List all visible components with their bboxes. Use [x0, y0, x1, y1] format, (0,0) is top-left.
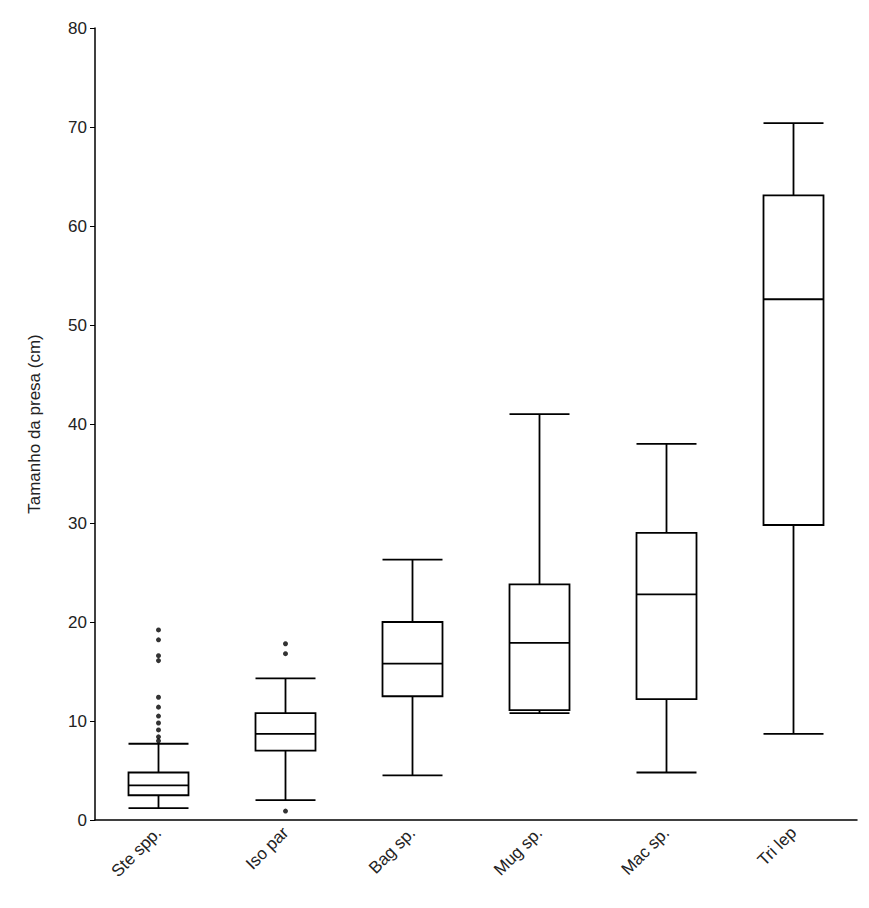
svg-text:10: 10 — [68, 712, 87, 731]
svg-text:Iso par: Iso par — [242, 823, 292, 873]
svg-text:Mug sp.: Mug sp. — [490, 823, 546, 879]
svg-text:Tri lep: Tri lep — [754, 823, 800, 869]
svg-text:20: 20 — [68, 613, 87, 632]
svg-text:80: 80 — [68, 19, 87, 38]
svg-text:60: 60 — [68, 217, 87, 236]
svg-text:Bag sp.: Bag sp. — [365, 823, 419, 877]
svg-text:30: 30 — [68, 514, 87, 533]
svg-text:Ste spp.: Ste spp. — [108, 823, 166, 881]
svg-text:70: 70 — [68, 118, 87, 137]
svg-text:0: 0 — [78, 811, 87, 830]
svg-text:50: 50 — [68, 316, 87, 335]
svg-text:40: 40 — [68, 415, 87, 434]
svg-text:Tamanho da presa (cm): Tamanho da presa (cm) — [25, 334, 44, 514]
svg-text:Mac sp.: Mac sp. — [618, 823, 673, 878]
